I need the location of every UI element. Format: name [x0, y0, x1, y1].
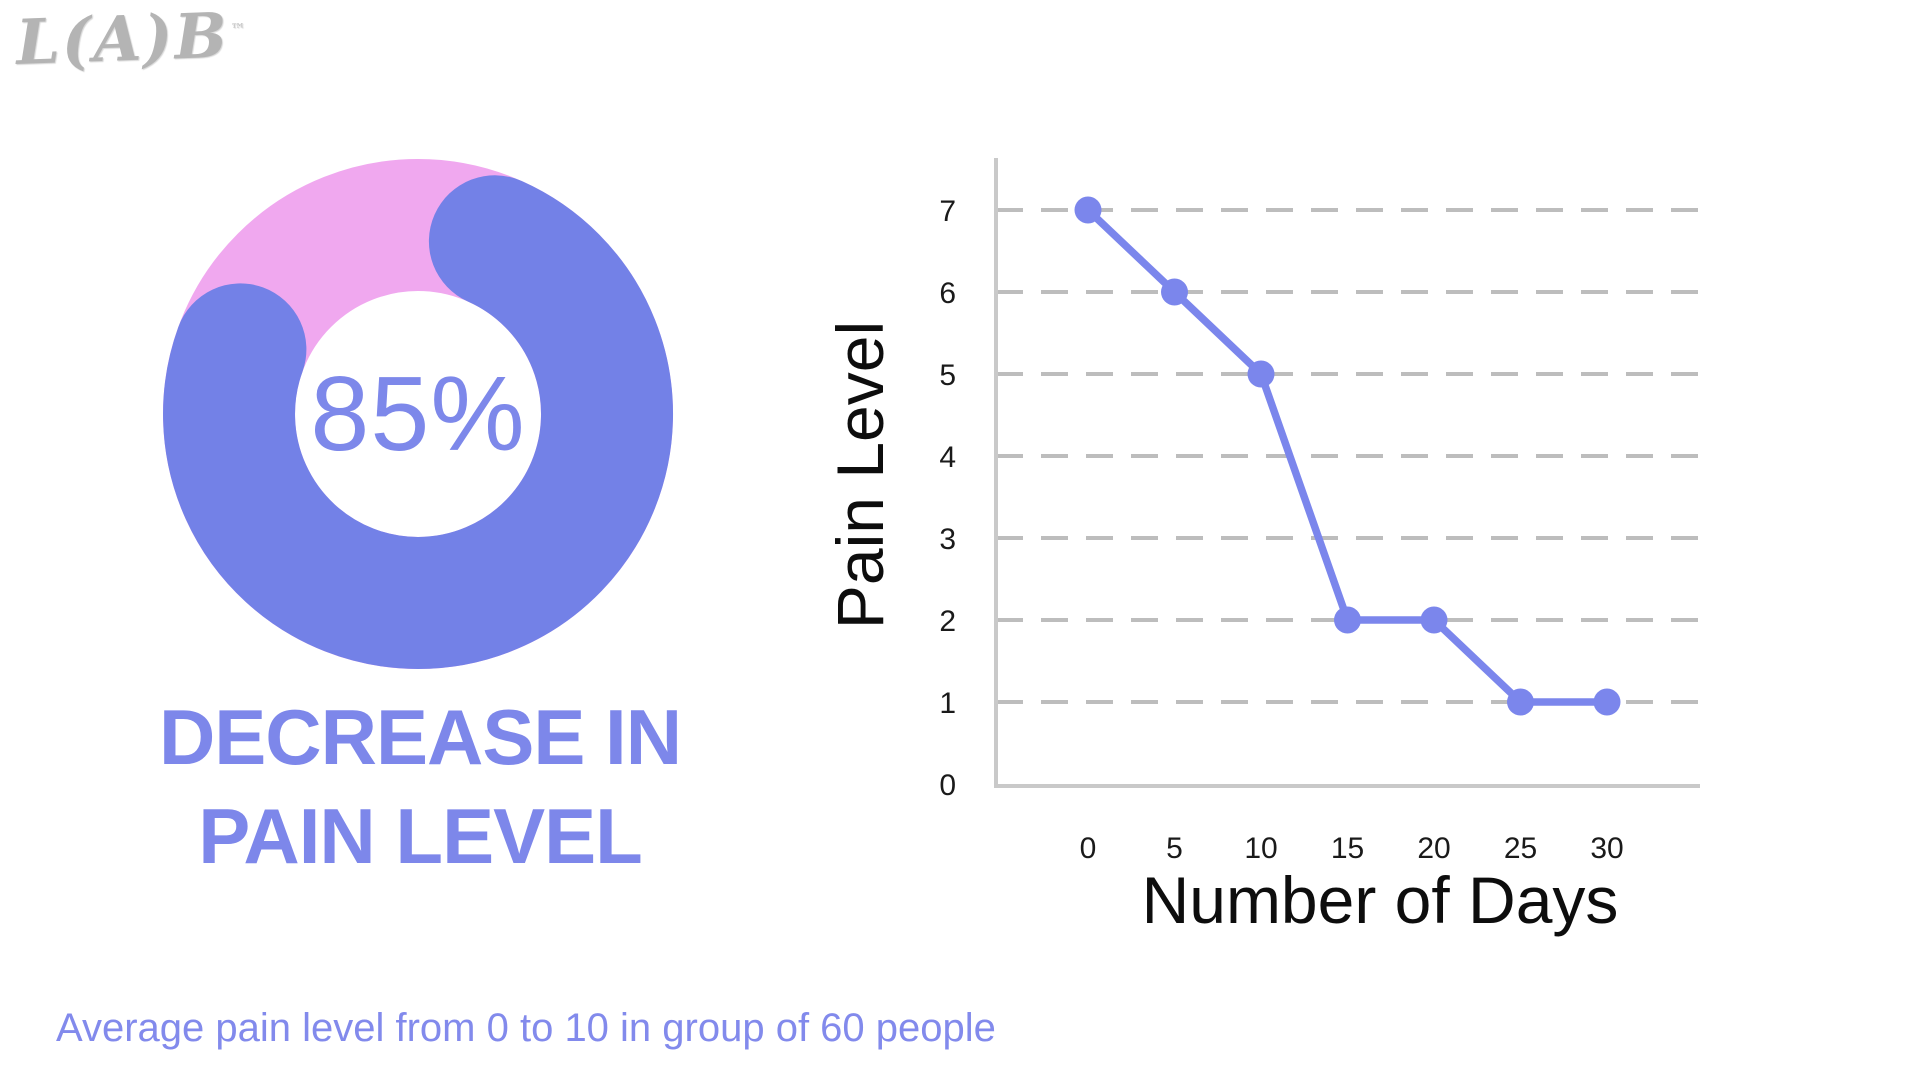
caption-text: Average pain level from 0 to 10 in group…: [56, 1006, 996, 1050]
x-tick-label: 10: [1244, 832, 1277, 865]
y-tick-label: 7: [939, 195, 956, 228]
x-tick-label: 5: [1166, 832, 1183, 865]
donut-title-line2: PAIN LEVEL: [198, 792, 643, 880]
x-tick-label: 0: [1080, 832, 1097, 865]
x-tick-label: 30: [1590, 832, 1623, 865]
y-axis-title: Pain Level: [823, 320, 897, 630]
data-point: [1074, 196, 1102, 224]
donut-main-arc: [163, 175, 674, 669]
x-tick-label: 20: [1417, 832, 1450, 865]
data-point: [1161, 278, 1188, 306]
donut-chart: [148, 144, 708, 704]
y-tick-label: 3: [939, 523, 956, 556]
data-point: [1420, 606, 1448, 634]
data-point: [1507, 688, 1534, 716]
donut-svg: [163, 159, 674, 669]
y-tick-label: 2: [939, 605, 956, 638]
x-tick-label: 15: [1331, 832, 1364, 865]
y-tick-label: 0: [939, 769, 956, 802]
data-point: [1593, 688, 1621, 716]
data-point: [1334, 606, 1361, 634]
donut-title: DECREASE IN PAIN LEVEL: [70, 688, 770, 886]
donut-title-line1: DECREASE IN: [158, 693, 682, 781]
y-tick-label: 6: [939, 277, 956, 310]
x-tick-label: 25: [1504, 832, 1537, 865]
data-point: [1247, 360, 1275, 388]
x-axis-title: Number of Days: [1141, 863, 1619, 937]
y-tick-label: 5: [939, 359, 956, 392]
y-tick-label: 1: [939, 687, 956, 720]
y-tick-label: 4: [939, 441, 956, 474]
donut-percentage-label: 85%: [310, 354, 526, 473]
